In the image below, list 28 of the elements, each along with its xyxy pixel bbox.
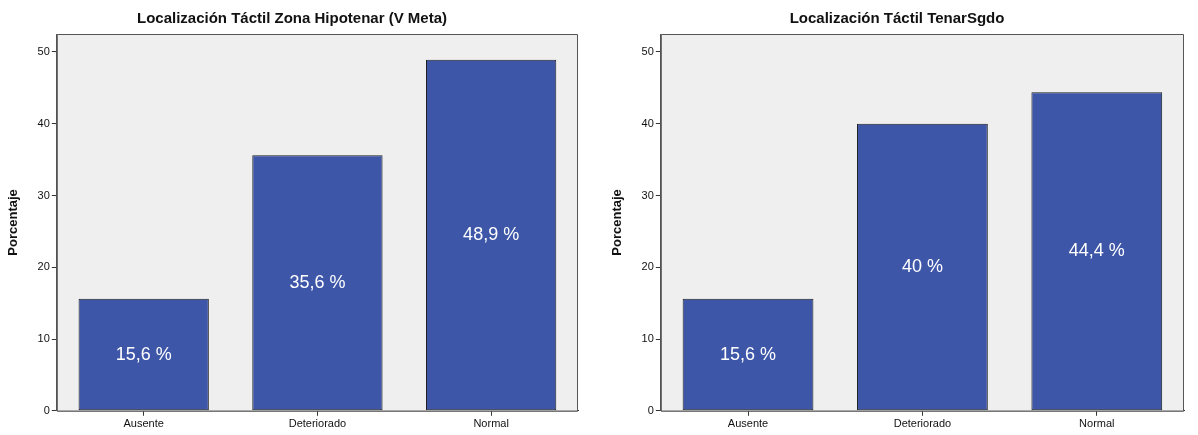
data-label: 35,6 %: [289, 271, 346, 292]
x-tick-label: Ausente: [727, 417, 769, 430]
data-label: 15,6 %: [115, 343, 172, 364]
data-label: 15,6 %: [720, 343, 777, 364]
y-tick-label: 50: [641, 44, 654, 57]
y-tick-label: 20: [37, 260, 50, 273]
y-tick-label: 10: [641, 332, 654, 345]
y-tick-label: 30: [37, 188, 50, 201]
x-tick-label: Normal: [473, 417, 509, 430]
y-axis-title: Porcentaje: [5, 189, 21, 256]
y-tick-label: 50: [37, 44, 50, 57]
chart-title: Localización Táctil Zona Hipotenar (V Meta): [136, 9, 448, 27]
y-tick-label: 40: [37, 116, 50, 129]
x-tick-label: Deteriorado: [288, 417, 347, 430]
x-tick-label: Ausente: [123, 417, 164, 430]
y-tick-label: 40: [641, 116, 654, 129]
chart-title: Localización Táctil TenarSgdo: [789, 9, 1005, 27]
y-tick-label: 20: [641, 260, 654, 273]
data-label: 48,9 %: [463, 224, 520, 245]
y-tick-label: 30: [641, 188, 654, 201]
y-tick-label: 0: [647, 403, 654, 416]
data-label: 40 %: [901, 255, 943, 276]
y-tick-label: 10: [37, 332, 50, 345]
x-tick-label: Normal: [1079, 417, 1115, 430]
y-tick-label: 0: [43, 403, 50, 416]
data-label: 44,4 %: [1068, 240, 1125, 261]
x-tick-label: Deteriorado: [893, 417, 952, 430]
y-axis-title: Porcentaje: [609, 189, 625, 256]
